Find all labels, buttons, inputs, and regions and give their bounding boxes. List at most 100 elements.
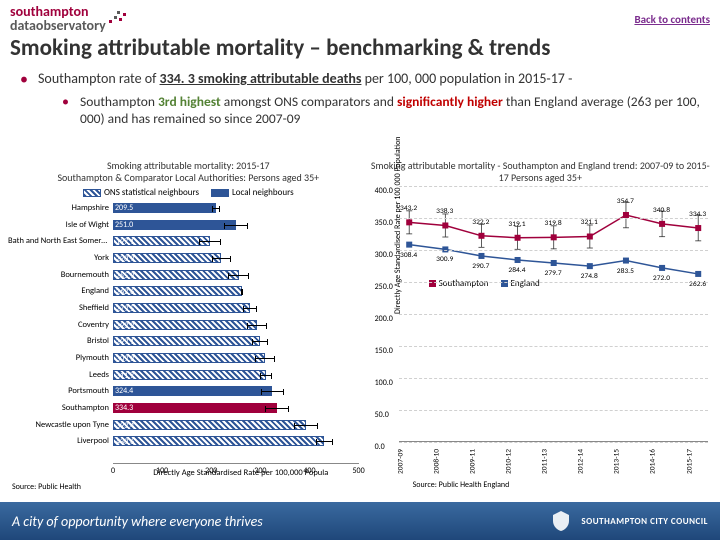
bar-value: 324.4: [115, 386, 133, 396]
bar-errorbar: [241, 291, 244, 292]
bar-value: 197.1: [116, 237, 134, 247]
bar-row: Coventry293.2: [113, 319, 359, 331]
bar-chart-legend: ONS statistical neighbours Local neighbo…: [8, 187, 369, 198]
legend-local-label: Local neighbours: [232, 187, 294, 198]
x-tick: 200: [205, 466, 217, 476]
bar-rect: 279.5: [113, 303, 250, 313]
line-chart-title: Smoking attributable mortality - Southam…: [369, 160, 712, 184]
bar-errorbar: [228, 275, 250, 276]
bar-errorbar: [247, 325, 267, 326]
bar-row: Newcastle upon Tyne393.4: [113, 419, 359, 431]
point-label: 354.7: [617, 197, 634, 206]
point-label: 338.3: [436, 207, 453, 216]
x-tick: 2011-13: [541, 449, 550, 474]
logo-line2: dataobservatory: [10, 17, 106, 34]
bar-errorbar: [316, 441, 334, 442]
point-label: 340.8: [653, 206, 670, 215]
b2-mid: amongst ONS comparators and: [221, 93, 397, 110]
x-tick: 2008-10: [432, 449, 441, 474]
bar-value: 255.9: [116, 271, 134, 281]
y-gridline: [399, 410, 708, 411]
bar-row: Hampshire209.5: [113, 202, 359, 214]
bar-label: Bristol: [8, 336, 113, 346]
y-gridline: [399, 346, 708, 347]
bullet-list: Southampton rate of 334. 3 smoking attri…: [20, 70, 710, 127]
bar-rect: 251.0: [113, 220, 236, 230]
x-tick: 2010-12: [504, 449, 513, 474]
bar-rect: 324.4: [113, 386, 272, 396]
line-chart: Smoking attributable mortality - Southam…: [369, 160, 712, 488]
bar-label: Sheffield: [8, 303, 113, 313]
bar-errorbar: [243, 308, 257, 309]
legend-ons: ONS statistical neighbours: [83, 187, 199, 198]
bar-chart-xlabel: Directly Age Standardised Rate per 100,0…: [113, 468, 369, 478]
point-label: 290.7: [472, 262, 489, 271]
bar-rect: 197.1: [113, 236, 210, 246]
bar-label: Southampton: [8, 403, 113, 413]
y-gridline: [399, 186, 708, 187]
bar-label: Plymouth: [8, 353, 113, 363]
y-tick: 200.0: [375, 314, 709, 324]
y-tick: 150.0: [375, 346, 709, 356]
y-gridline: [399, 282, 708, 283]
bar-row: Bath and North East Somerset197.1: [113, 235, 359, 247]
bar-label: Liverpool: [8, 436, 113, 446]
bar-errorbar: [261, 391, 285, 392]
bar-value: 262.6: [116, 287, 134, 297]
bar-row: Portsmouth324.4: [113, 385, 359, 397]
bar-rect: 299.1: [113, 336, 260, 346]
y-gridline: [399, 218, 708, 219]
x-tick: 2014-16: [649, 449, 658, 474]
y-gridline: [399, 314, 708, 315]
bar-errorbar: [212, 208, 220, 209]
bar-errorbar: [199, 241, 221, 242]
legend-swatch-ons-icon: [83, 189, 101, 197]
x-tick: 2015-17: [685, 449, 694, 474]
b2-red: significantly higher: [397, 93, 503, 110]
bar-errorbar: [252, 341, 268, 342]
page-title: Smoking attributable mortality – benchma…: [10, 34, 550, 62]
footer-council-name: SOUTHAMPTON CITY COUNCIL: [581, 516, 708, 527]
bar-row: Leeds311.7: [113, 369, 359, 381]
bar-errorbar: [224, 225, 248, 226]
x-tick: 0: [111, 466, 115, 476]
bar-value: 293.2: [116, 321, 134, 331]
bar-rect: 309.3: [113, 353, 265, 363]
bar-chart-source: Source: Public Health: [12, 482, 369, 492]
bar-row: Plymouth309.3: [113, 352, 359, 364]
bar-rect: 430.6: [113, 436, 324, 446]
x-tick: 2012-14: [577, 449, 586, 474]
logo: southampton dataobservatory: [10, 5, 131, 33]
bar-row: Sheffield279.5: [113, 302, 359, 314]
bar-rect: 334.3: [113, 403, 277, 413]
x-tick: 300: [254, 466, 266, 476]
bar-chart: Smoking attributable mortality: 2015-17S…: [8, 160, 369, 488]
y-tick: 0.0: [375, 442, 709, 452]
bar-label: Hampshire: [8, 203, 113, 213]
b1-pre: Southampton rate of: [38, 70, 160, 87]
bar-value: 311.7: [116, 371, 134, 381]
x-tick: 2007-09: [396, 449, 405, 474]
bar-value: 251.0: [115, 220, 133, 230]
b2-green: 3rd highest: [158, 93, 221, 110]
bar-value: 209.5: [115, 203, 133, 213]
bar-row: Southampton334.3: [113, 402, 359, 414]
bar-row: Bristol299.1: [113, 335, 359, 347]
bar-label: Bath and North East Somerset: [8, 236, 113, 246]
bar-value: 393.4: [116, 421, 134, 431]
y-tick: 400.0: [375, 186, 709, 196]
y-gridline: [399, 378, 708, 379]
bar-rect: 255.9: [113, 270, 239, 280]
bar-rect: 262.6: [113, 286, 242, 296]
bar-label: Bournemouth: [8, 270, 113, 280]
bar-errorbar: [294, 425, 318, 426]
bar-value: 430.6: [116, 437, 134, 447]
bar-chart-xaxis: 0100200300400500: [113, 463, 359, 464]
bar-rect: 293.2: [113, 320, 257, 330]
b1-bold: 334. 3 smoking attributable deaths: [160, 70, 362, 87]
bar-label: Coventry: [8, 320, 113, 330]
bar-value: 279.5: [116, 304, 134, 314]
bar-row: York220.9: [113, 252, 359, 264]
bar-label: Leeds: [8, 370, 113, 380]
back-to-contents-link[interactable]: Back to contents: [634, 13, 710, 26]
